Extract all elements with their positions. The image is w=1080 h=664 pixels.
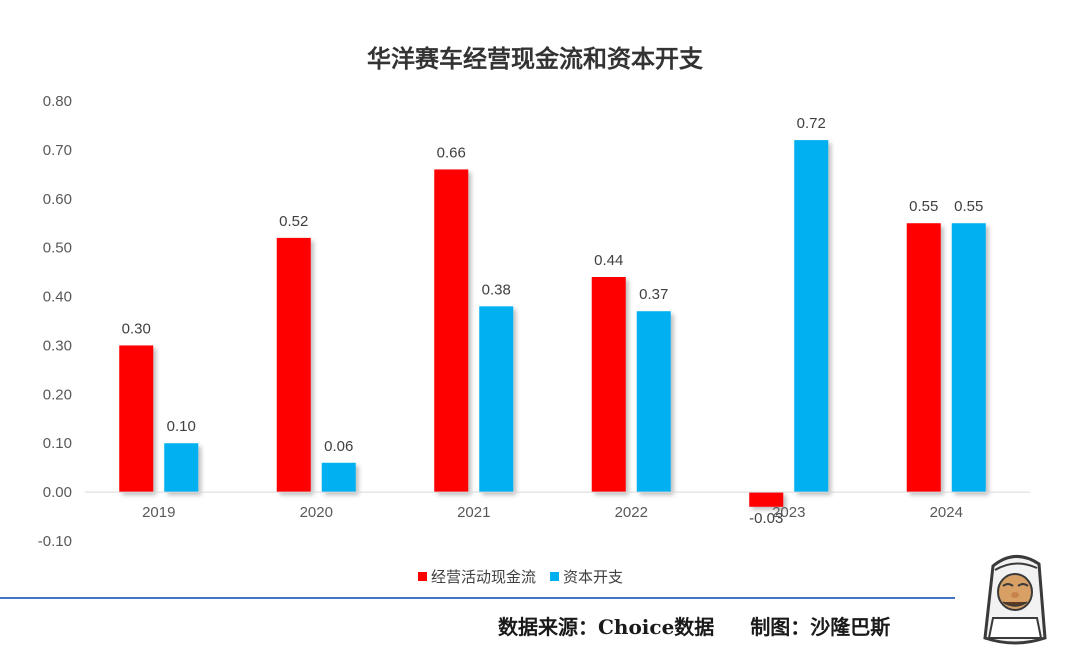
x-tick-label: 2024 bbox=[930, 504, 963, 521]
operating-cashflow-label: 0.30 bbox=[122, 320, 151, 337]
capex-bar bbox=[164, 443, 199, 493]
capex-bar bbox=[479, 306, 514, 493]
capex-label: 0.38 bbox=[482, 281, 511, 298]
footer-credits: 数据来源：Choice数据 制图：沙隆巴斯 bbox=[498, 611, 890, 640]
operating-cashflow-bar bbox=[276, 237, 311, 493]
capex-label: 0.06 bbox=[324, 438, 353, 455]
y-tick-label: -0.10 bbox=[38, 533, 72, 550]
capex-bar bbox=[321, 462, 356, 493]
y-tick-label: 0.20 bbox=[43, 386, 72, 403]
operating-cashflow-bar bbox=[119, 345, 154, 493]
x-tick-label: 2020 bbox=[300, 504, 333, 521]
operating-cashflow-bar bbox=[591, 277, 626, 493]
operating-cashflow-bar bbox=[749, 492, 784, 507]
capex-bar bbox=[794, 140, 829, 493]
y-tick-label: 0.10 bbox=[43, 435, 72, 452]
y-axis: 0.80 0.70 0.60 0.50 0.40 0.30 0.20 0.10 0.00 -0.1… bbox=[38, 93, 72, 550]
source-text: 数据来源：Choice数据 bbox=[498, 615, 715, 639]
operating-cashflow-label: 0.44 bbox=[594, 252, 623, 269]
capex-label: 0.37 bbox=[639, 286, 668, 303]
y-tick-label: 0.40 bbox=[43, 289, 72, 306]
y-tick-label: 0.70 bbox=[43, 142, 72, 159]
capex-label: 0.10 bbox=[167, 418, 196, 435]
y-tick-label: 0.00 bbox=[43, 484, 72, 501]
operating-cashflow-label: 0.52 bbox=[279, 213, 308, 230]
chart-title: 华洋赛车经营现金流和资本开支 bbox=[367, 44, 704, 73]
operating-cashflow-label: -0.03 bbox=[749, 510, 783, 527]
y-tick-label: 0.80 bbox=[43, 93, 72, 110]
x-tick-label: 2021 bbox=[457, 504, 490, 521]
operating-cashflow-bar bbox=[906, 223, 941, 493]
bar-series: 0.30 0.10 0.52 0.06 0.66 0.38 0.44 0.37 -0.03 0.7… bbox=[119, 115, 986, 527]
operating-cashflow-bar bbox=[434, 169, 469, 493]
legend-swatch-capex bbox=[550, 572, 559, 581]
operating-cashflow-label: 0.55 bbox=[909, 198, 938, 215]
y-tick-label: 0.50 bbox=[43, 240, 72, 257]
capex-label: 0.55 bbox=[954, 198, 983, 215]
legend: 经营活动现金流 资本开支 bbox=[418, 568, 623, 586]
capex-bar bbox=[951, 223, 986, 493]
legend-label-capex: 资本开支 bbox=[563, 568, 623, 586]
y-tick-label: 0.30 bbox=[43, 337, 72, 354]
legend-label-operating: 经营活动现金流 bbox=[431, 568, 536, 586]
x-tick-label: 2019 bbox=[142, 504, 175, 521]
legend-swatch-operating bbox=[418, 572, 427, 581]
x-tick-label: 2022 bbox=[615, 504, 648, 521]
capex-label: 0.72 bbox=[797, 115, 826, 132]
y-tick-label: 0.60 bbox=[43, 191, 72, 208]
cartoon-mascot-icon bbox=[983, 555, 1047, 645]
x-axis: 2019 2020 2021 2022 2023 2024 bbox=[85, 491, 1030, 521]
operating-cashflow-label: 0.66 bbox=[437, 144, 466, 161]
capex-bar bbox=[636, 311, 671, 493]
author-text: 制图：沙隆巴斯 bbox=[750, 615, 891, 639]
x-tick-label: 2023 bbox=[772, 504, 805, 521]
